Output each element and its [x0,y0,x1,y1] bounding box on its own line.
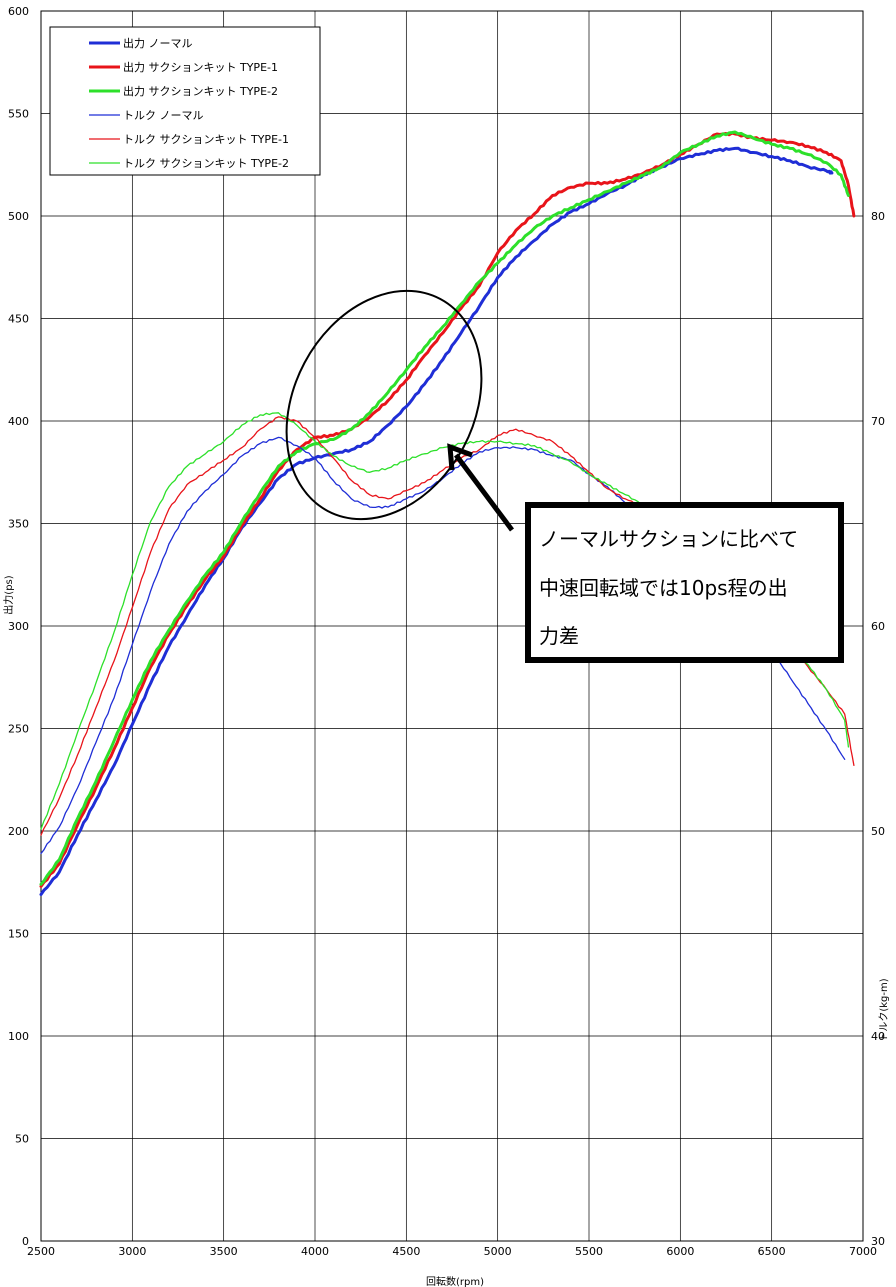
x-tick-label: 5500 [575,1245,603,1258]
annotation: ノーマルサクションに比べて 中速回転域では10ps程の出 力差 [285,289,844,663]
y-tick-label: 50 [15,1133,29,1146]
x-axis-ticks: 2500 3000 3500 4000 4500 5000 5500 6000 6500 7000 [27,1245,877,1258]
annotation-arrow-shaft [453,453,515,532]
annotation-line-2: 中速回転域では10ps程の出 [539,576,788,600]
y-tick-label: 200 [8,825,29,838]
y2-axis-ticks: 30 40 50 60 70 80 [871,210,885,1248]
y2-tick-label: 80 [871,210,885,223]
y-axis-label: 出力(ps) [2,575,15,614]
x-tick-label: 6000 [666,1245,694,1258]
y-tick-label: 150 [8,928,29,941]
x-axis-label: 回転数(rpm) [426,1275,484,1287]
annotation-line-3: 力差 [539,624,579,648]
legend-label-6: トルク サクションキット TYPE-2 [123,157,289,170]
y-tick-label: 500 [8,210,29,223]
x-tick-label: 7000 [849,1245,877,1258]
y-tick-label: 450 [8,313,29,326]
y2-axis-label: トルク(kg-m) [878,978,890,1041]
y2-tick-label: 70 [871,415,885,428]
legend-label-5: トルク サクションキット TYPE-1 [123,133,289,146]
y-axis-ticks: 0 50 100 150 200 250 300 350 400 450 500 550 600 [8,5,29,1248]
y-tick-label: 550 [8,108,29,121]
x-tick-label: 4000 [301,1245,329,1258]
series-line-1 [39,146,834,896]
y-tick-label: 250 [8,723,29,736]
series-line-2 [39,131,856,888]
y2-tick-label: 30 [871,1235,885,1248]
y-tick-label: 100 [8,1030,29,1043]
x-tick-label: 4500 [392,1245,420,1258]
legend-label-1: 出力 ノーマル [123,36,193,50]
annotation-box [525,502,844,663]
y-tick-label: 300 [8,620,29,633]
legend-label-2: 出力 サクションキット TYPE-1 [123,60,278,74]
x-tick-label: 5000 [484,1245,512,1258]
y-tick-label: 600 [8,5,29,18]
y-tick-label: 350 [8,518,29,531]
annotation-arrow-head [447,443,473,471]
y2-tick-label: 40 [871,1030,885,1043]
y-tick-label: 0 [22,1235,29,1248]
x-tick-label: 3000 [118,1245,146,1258]
x-tick-label: 6500 [758,1245,786,1258]
y-tick-label: 400 [8,415,29,428]
y2-tick-label: 50 [871,825,885,838]
annotation-line-1: ノーマルサクションに比べて [539,527,798,551]
legend-box [49,26,321,176]
series-line-3 [39,130,850,886]
legend-label-3: 出力 サクションキット TYPE-2 [123,84,278,98]
annotation-ellipse [285,289,483,521]
x-tick-label: 2500 [27,1245,55,1258]
x-tick-label: 3500 [210,1245,238,1258]
y2-tick-label: 60 [871,620,885,633]
legend-label-4: トルク ノーマル [123,109,204,122]
grid [40,10,864,1242]
